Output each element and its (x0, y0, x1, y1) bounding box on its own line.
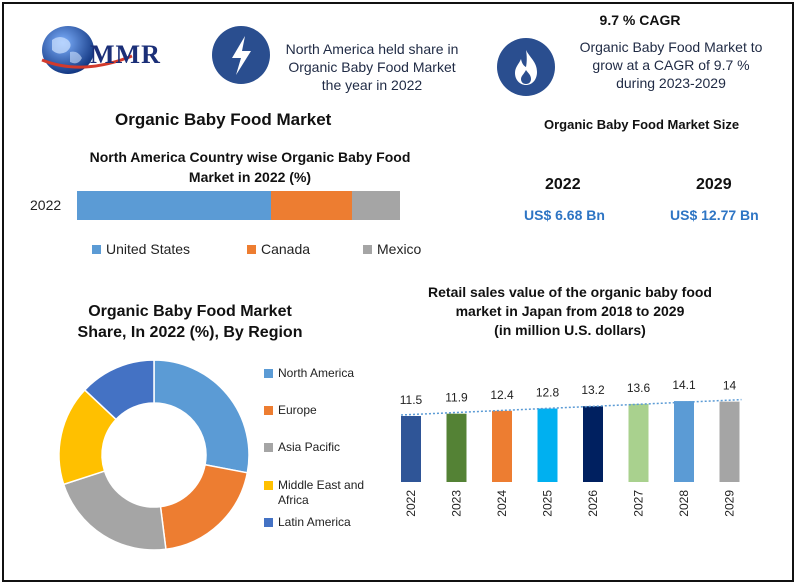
japan-value-label: 12.8 (536, 386, 560, 400)
flame-icon (515, 50, 537, 85)
main-title: Organic Baby Food Market (115, 110, 332, 129)
logo: MMR (38, 18, 168, 78)
country-chart-title-line: North America Country wise Organic Baby … (89, 149, 411, 165)
market-size-value-2022: US$ 6.68 Bn (524, 207, 605, 223)
legend-label: Canada (261, 241, 311, 257)
japan-value-label: 13.6 (627, 381, 651, 395)
japan-value-label: 12.4 (490, 388, 514, 402)
info-right-line: during 2023-2029 (616, 75, 726, 91)
country-chart-title: North America Country wise Organic Baby … (60, 147, 440, 187)
japan-chart-title-line: (in million U.S. dollars) (494, 322, 646, 338)
region-chart-title-line: Share, In 2022 (%), By Region (77, 324, 303, 341)
region-legend-item: Asia Pacific (264, 440, 340, 455)
info-left-line: North America held share in (285, 41, 459, 57)
japan-value-label: 11.9 (445, 391, 468, 405)
info-right-text: Organic Baby Food Market to grow at a CA… (566, 38, 776, 92)
country-stacked-bar (77, 191, 400, 220)
market-size-value-2029: US$ 12.77 Bn (670, 207, 759, 223)
market-size-title: Organic Baby Food Market Size (544, 117, 740, 132)
japan-value-label: 14 (723, 379, 737, 393)
legend-swatch (92, 244, 101, 254)
region-legend-label: Europe (278, 403, 317, 418)
japan-bar-2027 (628, 403, 649, 482)
lightning-icon (232, 36, 251, 75)
region-legend-line: Europe (278, 403, 317, 417)
info-right-line: Organic Baby Food Market to (579, 39, 763, 55)
japan-x-tick-label: 2027 (632, 490, 646, 517)
japan-bar-2022 (401, 415, 421, 482)
legend-mexico: Mexico (363, 241, 421, 257)
japan-x-tick-label: 2023 (450, 490, 464, 517)
japan-bar-2028 (674, 401, 694, 482)
region-legend-line: North America (278, 366, 355, 380)
cagr-heading: 9.7 % CAGR (599, 12, 681, 28)
japan-bar-2024 (492, 410, 512, 482)
region-legend-item: Middle East and Africa (264, 478, 364, 508)
japan-value-label: 14.1 (672, 378, 696, 392)
info-right-line: grow at a CAGR of 9.7 % (592, 57, 750, 73)
region-chart-title: Organic Baby Food Market Share, In 2022 … (40, 301, 340, 343)
region-legend-label: Latin America (278, 515, 351, 530)
region-legend-label: Middle East and Africa (278, 478, 364, 508)
stack-segment-canada (270, 191, 352, 220)
stack-segment-united-states (77, 191, 271, 220)
region-donut-chart (58, 359, 250, 551)
donut-slice-latin-america (83, 359, 155, 421)
japan-x-tick-label: 2026 (586, 490, 600, 517)
region-legend-line: Middle East and (278, 478, 365, 492)
legend-swatch (264, 481, 273, 490)
logo-text: MMR (90, 40, 161, 69)
japan-x-tick-label: 2029 (723, 490, 737, 517)
legend-united-states: United States (92, 241, 190, 257)
donut-slice-asia-pacific (62, 470, 167, 551)
japan-bar-chart: 11.5 2022 11.9 2023 12.4 2024 12.8 2025 13.2 2026… (400, 378, 742, 517)
market-size-year-2022: 2022 (545, 176, 581, 193)
flame-badge (497, 38, 555, 96)
region-legend-item: Europe (264, 403, 317, 418)
donut-slice-europe (159, 463, 249, 551)
region-legend-label: Asia Pacific (278, 440, 340, 455)
japan-chart-title-line: market in Japan from 2018 to 2029 (455, 303, 685, 319)
legend-label: Mexico (377, 241, 422, 257)
info-left-line: the year in 2022 (321, 77, 423, 93)
legend-swatch (247, 244, 256, 254)
japan-x-tick-label: 2028 (677, 490, 691, 517)
legend-swatch (264, 518, 273, 527)
legend-swatch (264, 443, 273, 452)
region-legend-line: Asia Pacific (278, 440, 341, 454)
japan-value-label: 13.2 (581, 383, 605, 397)
region-legend-line: Latin America (278, 515, 351, 529)
country-category-label: 2022 (30, 197, 62, 213)
region-legend-label: North America (278, 366, 354, 381)
japan-bar-2023 (446, 413, 467, 482)
region-legend-item: North America (264, 366, 354, 381)
legend-label: United States (106, 241, 191, 257)
japan-x-tick-label: 2024 (495, 490, 509, 517)
legend-swatch (264, 369, 273, 378)
japan-x-tick-label: 2022 (404, 490, 418, 517)
legend-canada: Canada (247, 241, 310, 257)
japan-value-label: 11.5 (400, 393, 423, 407)
stack-segment-mexico (351, 191, 400, 220)
info-left-line: Organic Baby Food Market (288, 59, 456, 75)
infographic-frame (2, 2, 794, 582)
region-legend-line: Africa (278, 493, 309, 507)
region-legend-item: Latin America (264, 515, 351, 530)
country-chart-title-line: Market in 2022 (%) (188, 169, 312, 185)
japan-bar-2029 (719, 401, 740, 482)
legend-swatch (363, 244, 372, 254)
japan-x-tick-label: 2025 (541, 490, 555, 517)
market-size-year-2029: 2029 (696, 176, 732, 193)
globe-icon (41, 26, 133, 74)
region-chart-title-line: Organic Baby Food Market (88, 303, 292, 320)
donut-slice-north-america (153, 359, 250, 474)
japan-trendline (400, 398, 742, 416)
japan-bar-2025 (537, 408, 558, 482)
japan-chart-title: Retail sales value of the organic baby f… (395, 283, 745, 340)
legend-swatch (264, 406, 273, 415)
japan-chart-title-line: Retail sales value of the organic baby f… (428, 284, 712, 300)
japan-bar-2026 (583, 406, 603, 482)
info-left-text: North America held share in Organic Baby… (272, 40, 472, 94)
lightning-badge (212, 26, 270, 84)
